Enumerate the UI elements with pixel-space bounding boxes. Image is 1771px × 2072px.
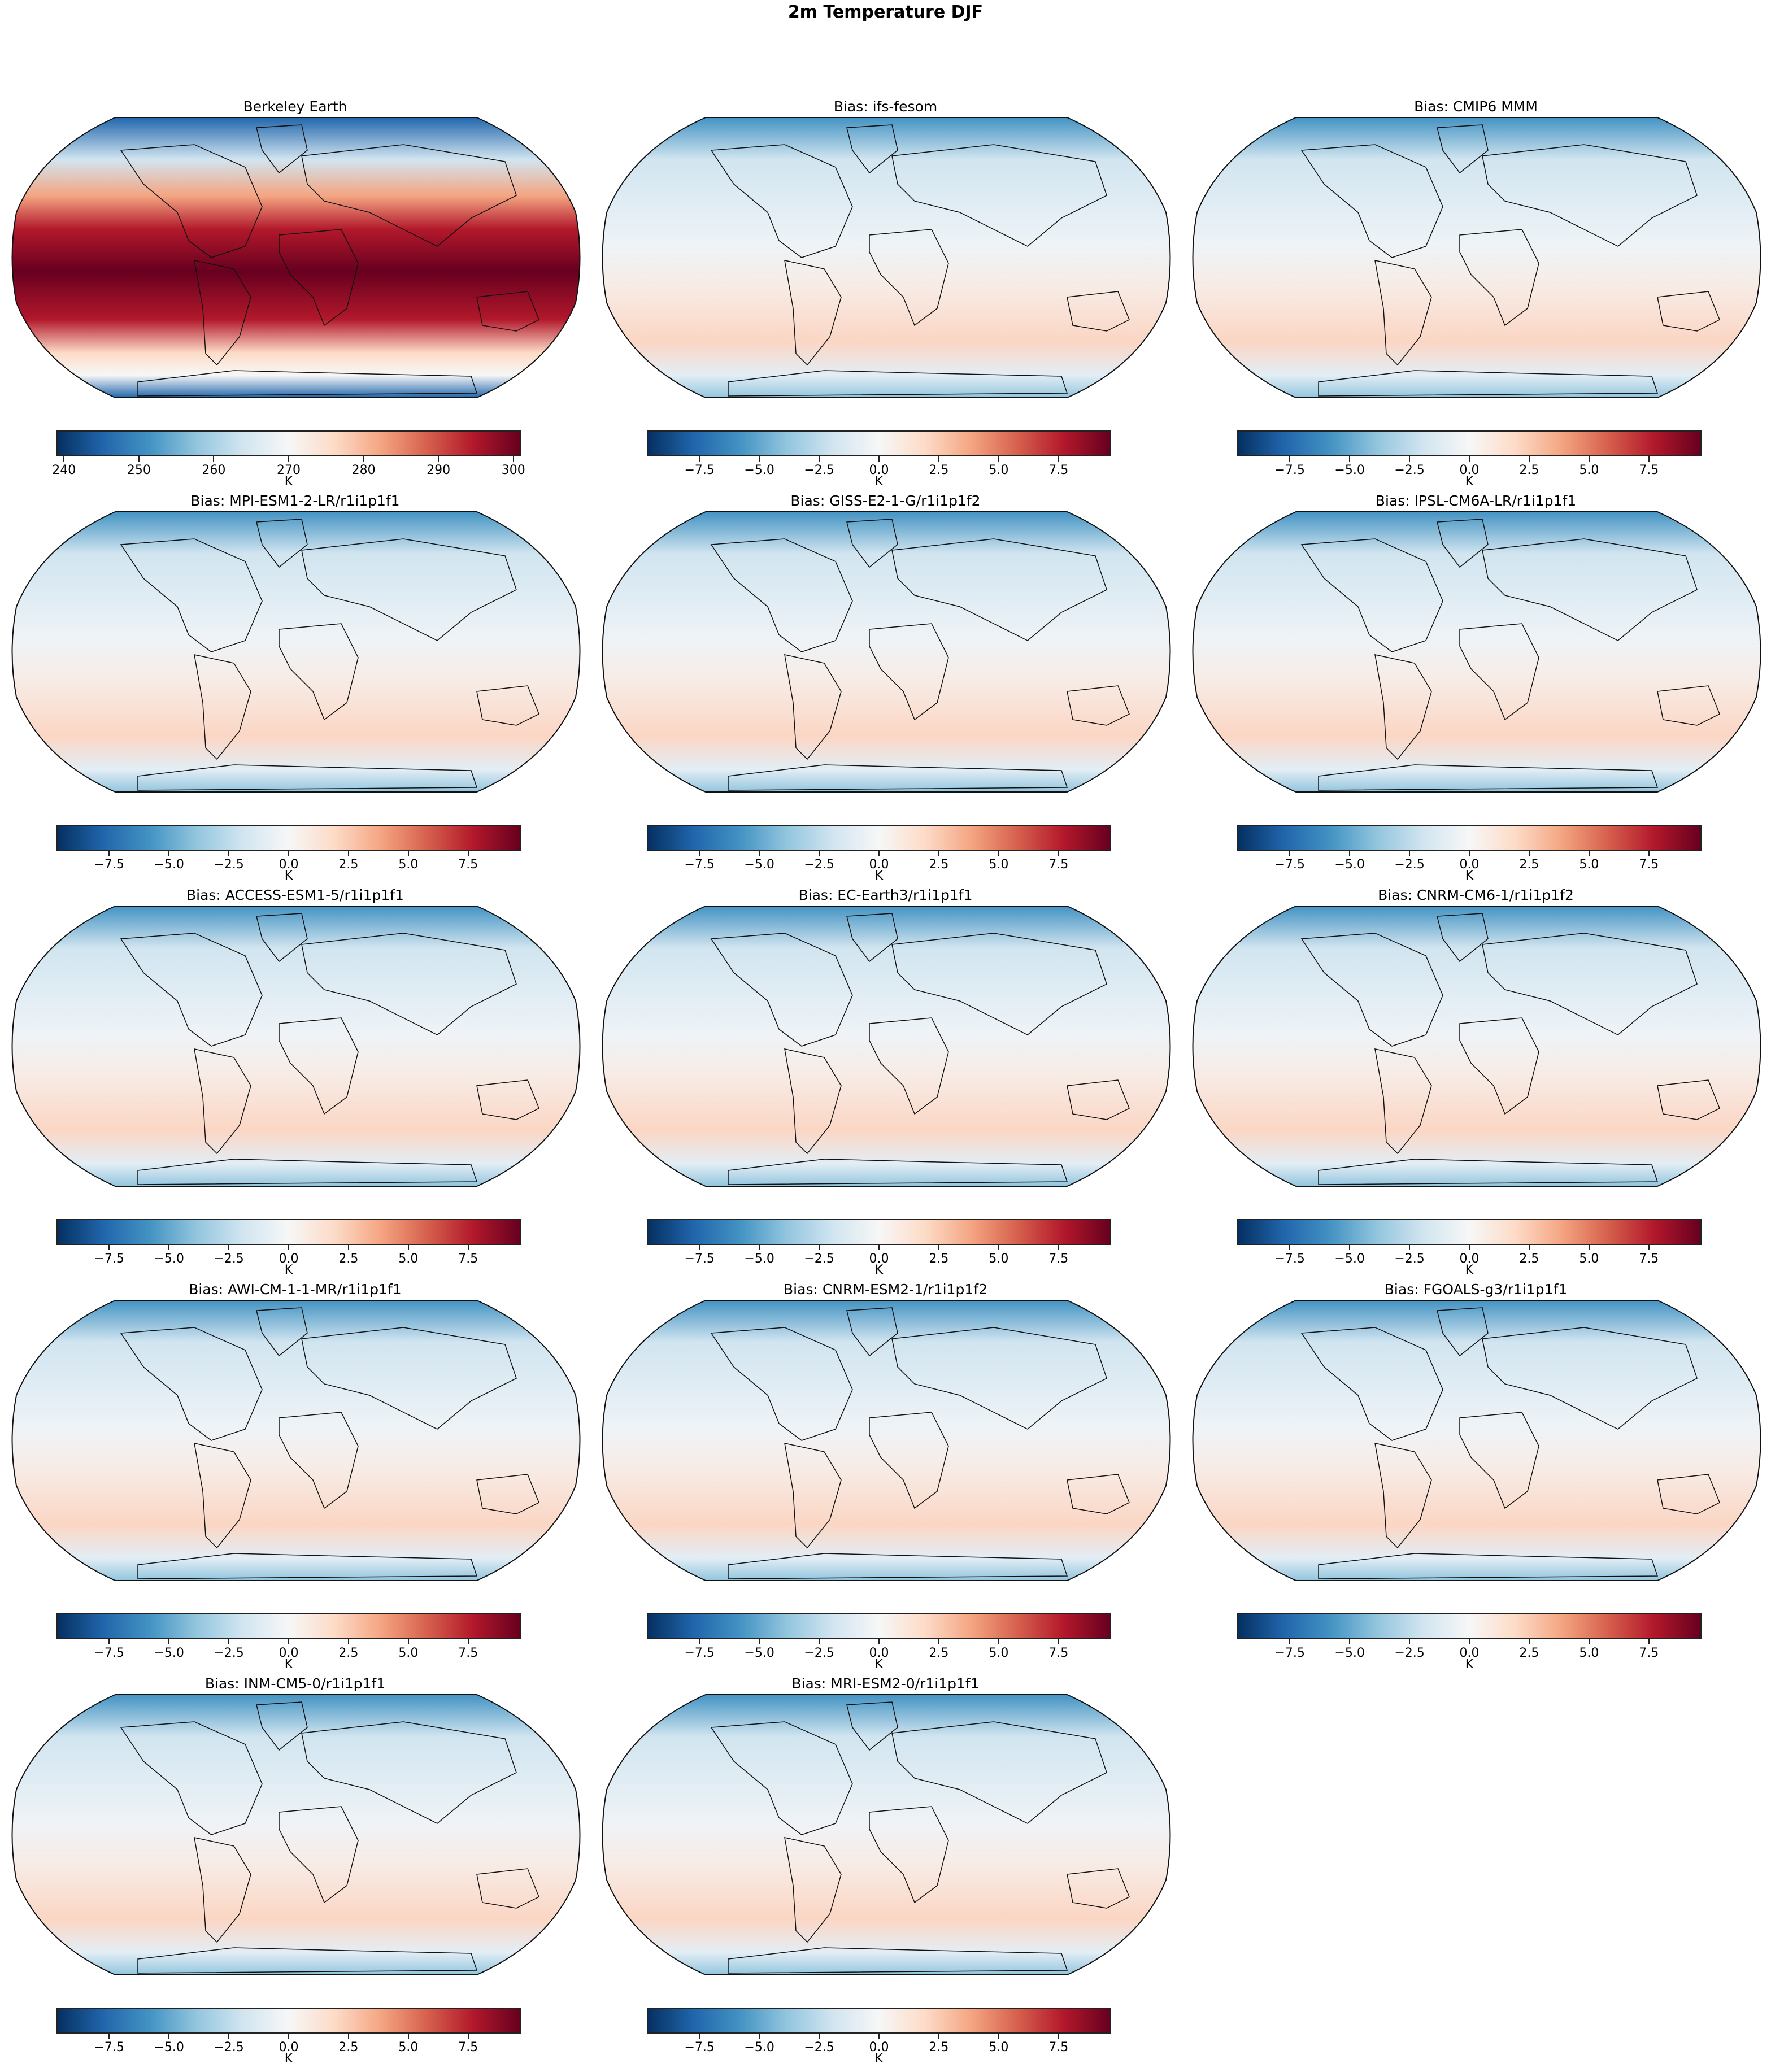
world-map <box>8 116 584 399</box>
colorbar-label: K <box>874 1657 884 1671</box>
colorbar-ticks: −7.5 −5.0 −2.5 0.0 2.5 5.0 7.5 <box>56 1245 521 1268</box>
panel-title: Berkeley Earth <box>243 98 347 115</box>
map-panel: Bias: GISS-E2-1-G/r1i1p1f2 −7.5 −5.0 −2.5 0… <box>590 480 1181 883</box>
panel-title: Bias: EC-Earth3/r1i1p1f1 <box>798 887 973 903</box>
colorbar <box>56 1219 521 1245</box>
colorbar-label: K <box>284 1263 293 1277</box>
colorbar <box>1237 1219 1702 1245</box>
map-panel: Bias: MPI-ESM1-2-LR/r1i1p1f1 −7.5 −5.0 −2.… <box>0 480 590 883</box>
world-map <box>8 905 584 1187</box>
world-map <box>1189 116 1765 399</box>
panel-title: Bias: FGOALS-g3/r1i1p1f1 <box>1384 1281 1568 1298</box>
panel-title: Bias: CNRM-CM6-1/r1i1p1f2 <box>1378 887 1574 903</box>
map-panel: Bias: FGOALS-g3/r1i1p1f1 −7.5 −5.0 −2.5 0.0… <box>1181 1269 1771 1671</box>
colorbar-label: K <box>874 2052 884 2066</box>
map-panel: Berkeley Earth 240 250 260 270 280 290 300 K <box>0 86 590 489</box>
map-panel: Bias: MRI-ESM2-0/r1i1p1f1 −7.5 −5.0 −2.5 0.… <box>590 1663 1181 2066</box>
colorbar <box>1237 430 1702 456</box>
panel-title: Bias: CMIP6 MMM <box>1414 98 1538 115</box>
colorbar-ticks: −7.5 −5.0 −2.5 0.0 2.5 5.0 7.5 <box>56 2034 521 2056</box>
colorbar-ticks: −7.5 −5.0 −2.5 0.0 2.5 5.0 7.5 <box>56 851 521 873</box>
colorbar <box>56 430 521 456</box>
colorbar <box>647 1219 1111 1245</box>
colorbar-ticks: −7.5 −5.0 −2.5 0.0 2.5 5.0 7.5 <box>56 1639 521 1662</box>
colorbar-label: K <box>284 475 293 489</box>
map-panel: Bias: CMIP6 MMM −7.5 −5.0 −2.5 0.0 2.5 5.0 7.5… <box>1181 86 1771 489</box>
colorbar <box>647 1613 1111 1639</box>
map-panel: Bias: IPSL-CM6A-LR/r1i1p1f1 −7.5 −5.0 −2.5… <box>1181 480 1771 883</box>
map-panel: Bias: CNRM-CM6-1/r1i1p1f2 −7.5 −5.0 −2.5 0.… <box>1181 874 1771 1277</box>
panel-title: Bias: CNRM-ESM2-1/r1i1p1f2 <box>784 1281 987 1298</box>
world-map <box>598 905 1174 1187</box>
world-map <box>598 1694 1174 1976</box>
colorbar-label: K <box>284 869 293 883</box>
colorbar-label: K <box>1465 1657 1474 1671</box>
colorbar-ticks: −7.5 −5.0 −2.5 0.0 2.5 5.0 7.5 <box>1237 456 1702 479</box>
colorbar <box>1237 825 1702 851</box>
map-panel: Bias: ACCESS-ESM1-5/r1i1p1f1 −7.5 −5.0 −2.… <box>0 874 590 1277</box>
panel-title: Bias: AWI-CM-1-1-MR/r1i1p1f1 <box>189 1281 402 1298</box>
colorbar-ticks: −7.5 −5.0 −2.5 0.0 2.5 5.0 7.5 <box>647 2034 1111 2056</box>
map-panel: Bias: INM-CM5-0/r1i1p1f1 −7.5 −5.0 −2.5 0.0… <box>0 1663 590 2066</box>
colorbar-label: K <box>874 869 884 883</box>
world-map <box>8 511 584 793</box>
colorbar-label: K <box>874 1263 884 1277</box>
world-map <box>8 1694 584 1976</box>
map-panel: Bias: CNRM-ESM2-1/r1i1p1f2 −7.5 −5.0 −2.5 0… <box>590 1269 1181 1671</box>
colorbar <box>647 825 1111 851</box>
colorbar-label: K <box>284 2052 293 2066</box>
colorbar <box>56 825 521 851</box>
panel-title: Bias: GISS-E2-1-G/r1i1p1f2 <box>790 493 981 509</box>
world-map <box>1189 1299 1765 1582</box>
colorbar-ticks: −7.5 −5.0 −2.5 0.0 2.5 5.0 7.5 <box>647 851 1111 873</box>
panel-title: Bias: INM-CM5-0/r1i1p1f1 <box>204 1675 386 1692</box>
panel-title: Bias: MRI-ESM2-0/r1i1p1f1 <box>791 1675 980 1692</box>
colorbar-label: K <box>1465 1263 1474 1277</box>
world-map <box>598 1299 1174 1582</box>
world-map <box>598 116 1174 399</box>
colorbar-ticks: 240 250 260 270 280 290 300 <box>52 456 525 479</box>
map-panel: Bias: AWI-CM-1-1-MR/r1i1p1f1 −7.5 −5.0 −2.… <box>0 1269 590 1671</box>
map-panel: Bias: EC-Earth3/r1i1p1f1 −7.5 −5.0 −2.5 0.0… <box>590 874 1181 1277</box>
colorbar <box>56 2008 521 2034</box>
colorbar-ticks: −7.5 −5.0 −2.5 0.0 2.5 5.0 7.5 <box>647 1245 1111 1268</box>
colorbar-ticks: −7.5 −5.0 −2.5 0.0 2.5 5.0 7.5 <box>1237 1245 1702 1268</box>
world-map <box>8 1299 584 1582</box>
colorbar <box>647 430 1111 456</box>
panel-title: Bias: IPSL-CM6A-LR/r1i1p1f1 <box>1375 493 1577 509</box>
colorbar-ticks: −7.5 −5.0 −2.5 0.0 2.5 5.0 7.5 <box>1237 1639 1702 1662</box>
colorbar <box>56 1613 521 1639</box>
colorbar-label: K <box>1465 475 1474 489</box>
panel-title: Bias: ACCESS-ESM1-5/r1i1p1f1 <box>186 887 404 903</box>
colorbar-label: K <box>284 1657 293 1671</box>
colorbar-label: K <box>1465 869 1474 883</box>
colorbar-ticks: −7.5 −5.0 −2.5 0.0 2.5 5.0 7.5 <box>647 1639 1111 1662</box>
colorbar <box>1237 1613 1702 1639</box>
map-panel: Bias: ifs-fesom −7.5 −5.0 −2.5 0.0 2.5 5.0 7.5… <box>590 86 1181 489</box>
world-map <box>598 511 1174 793</box>
figure-title: 2m Temperature DJF <box>787 2 984 22</box>
panel-title: Bias: MPI-ESM1-2-LR/r1i1p1f1 <box>190 493 400 509</box>
colorbar <box>647 2008 1111 2034</box>
panel-title: Bias: ifs-fesom <box>833 98 938 115</box>
colorbar-ticks: −7.5 −5.0 −2.5 0.0 2.5 5.0 7.5 <box>647 456 1111 479</box>
world-map <box>1189 511 1765 793</box>
colorbar-ticks: −7.5 −5.0 −2.5 0.0 2.5 5.0 7.5 <box>1237 851 1702 873</box>
world-map <box>1189 905 1765 1187</box>
colorbar-label: K <box>874 475 884 489</box>
